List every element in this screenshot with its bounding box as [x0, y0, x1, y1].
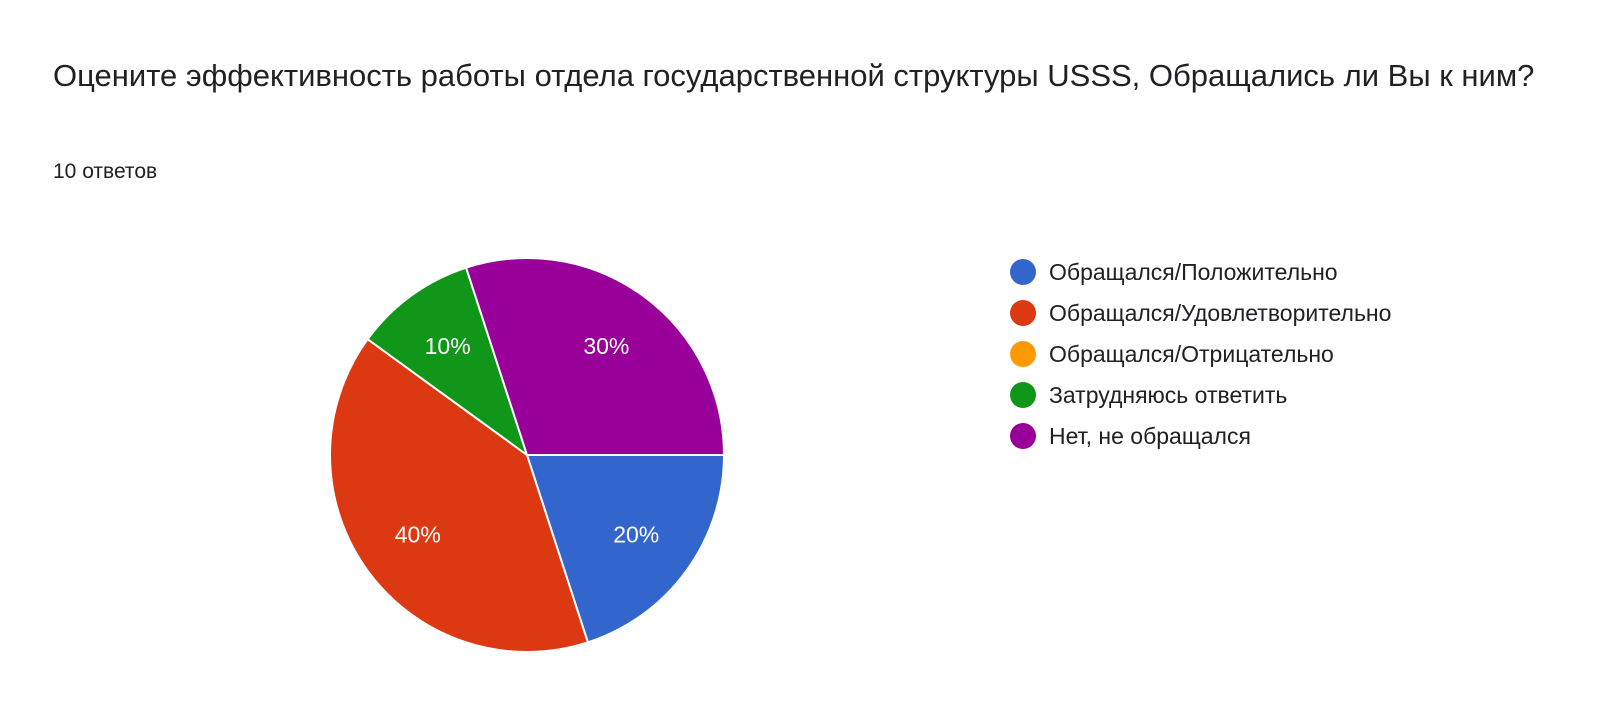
legend-label: Обращался/Положительно [1049, 258, 1338, 285]
legend-swatch-3 [1010, 340, 1036, 367]
pie-slice-1[interactable] [525, 454, 726, 644]
legend-label: Обращался/Удовлетворительно [1049, 299, 1392, 326]
legend-swatch-4 [1010, 381, 1036, 408]
pie-labels: 20% 40% 10% 30% [395, 333, 659, 548]
legend-swatch-5 [1010, 422, 1036, 449]
legend-item-1[interactable]: Обращался/Положительно [1010, 251, 1391, 292]
pie-slice-2[interactable] [329, 337, 590, 653]
pie-slice-5[interactable] [464, 257, 726, 456]
legend-label: Затрудняюсь ответить [1049, 381, 1288, 408]
pie-slice-label-1: 20% [613, 521, 659, 547]
pie-slice-label-5: 30% [583, 333, 629, 359]
pie-slices [329, 257, 726, 653]
legend-swatch-2 [1010, 299, 1036, 326]
pie-slice-label-2: 40% [395, 521, 441, 547]
legend-item-3[interactable]: Обращался/Отрицательно [1010, 333, 1391, 374]
legend-swatch-1 [1010, 258, 1036, 285]
legend-item-5[interactable]: Нет, не обращался [1010, 415, 1391, 456]
legend-label: Обращался/Отрицательно [1049, 340, 1334, 367]
chart-legend: Обращался/Положительно Обращался/Удовлетв… [1010, 251, 1391, 456]
pie-slice-4[interactable] [366, 266, 529, 458]
legend-item-2[interactable]: Обращался/Удовлетворительно [1010, 292, 1391, 333]
legend-item-4[interactable]: Затрудняюсь ответить [1010, 374, 1391, 415]
pie-slice-label-4: 10% [425, 333, 471, 359]
question-title: Оцените эффективность работы отдела госу… [53, 58, 1535, 93]
response-count: 10 ответов [53, 160, 158, 183]
legend-label: Нет, не обращался [1049, 422, 1251, 449]
